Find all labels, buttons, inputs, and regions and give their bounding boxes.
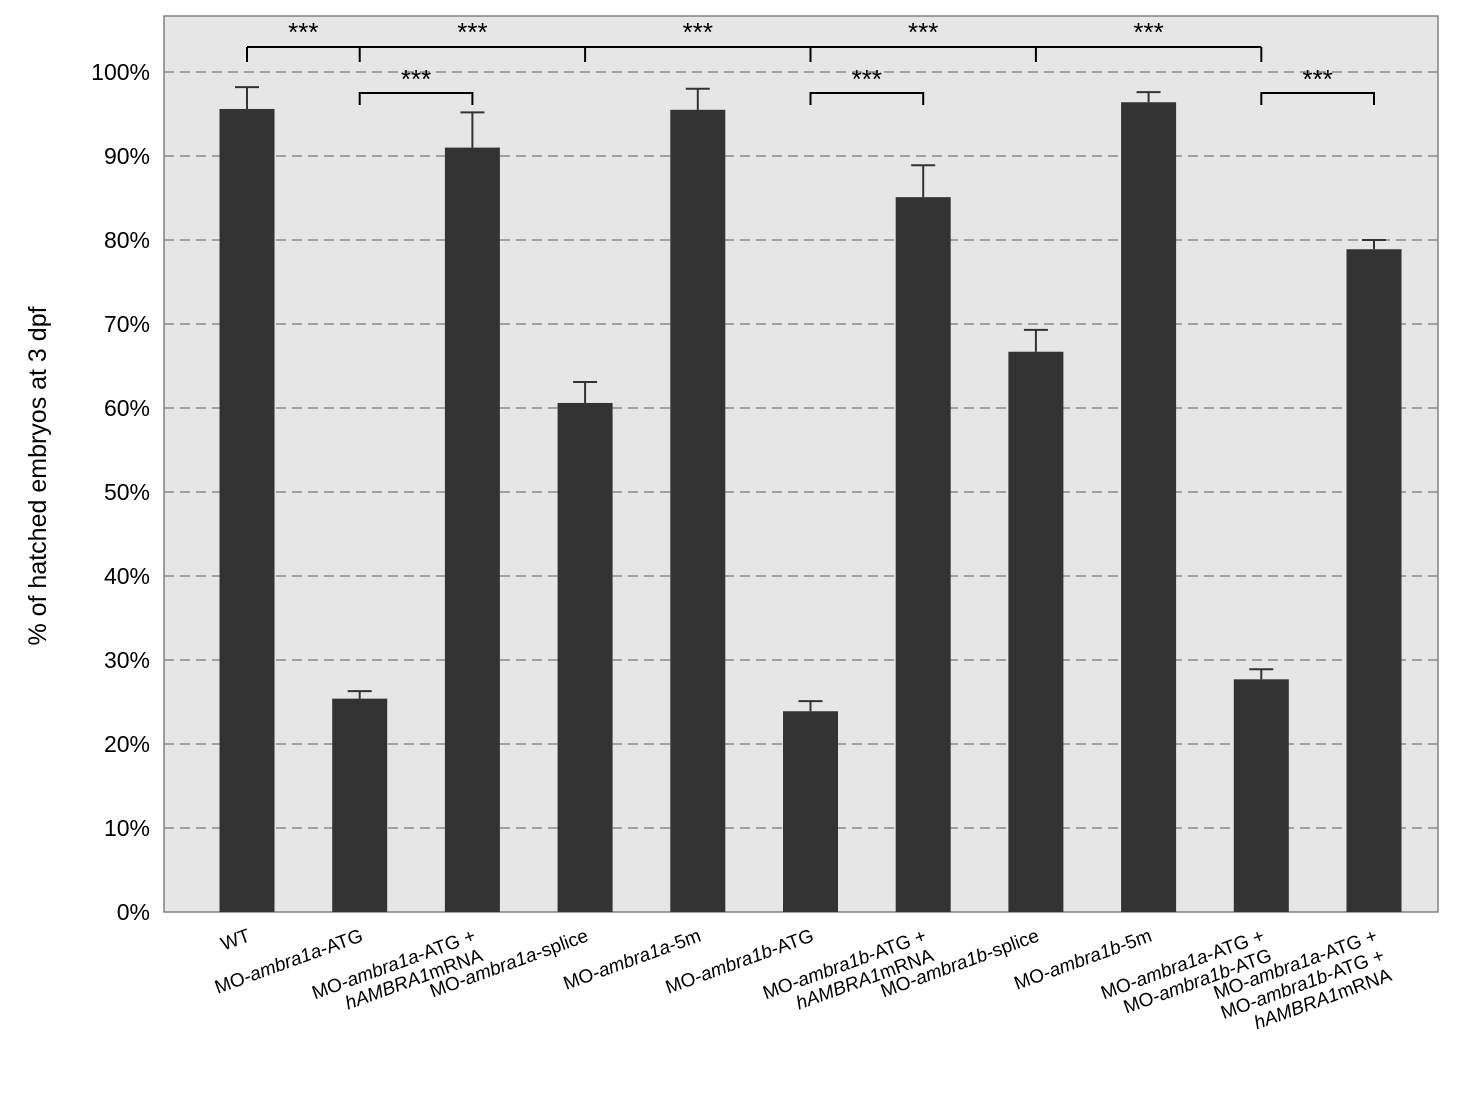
significance-label: *** [457,17,487,47]
y-axis-label: % of hatched embryos at 3 dpf [24,306,52,645]
y-tick-label: 100% [91,59,150,85]
significance-label: *** [683,17,713,47]
bar [557,402,613,912]
y-tick-label: 90% [104,143,150,169]
bar [895,197,951,912]
significance-annotations: *** *** *** *** *** *** *** *** [246,17,1375,105]
y-tick-label: 10% [104,815,150,841]
significance-label: *** [1302,64,1332,94]
bar [1121,102,1177,913]
y-tick-label: 20% [104,731,150,757]
y-tick-label: 70% [104,311,150,337]
bar [219,108,275,912]
bar [783,711,838,912]
y-tick-label: 50% [104,479,150,505]
significance-label: *** [852,64,882,94]
significance-bracket [358,92,474,105]
y-tick-label: 60% [104,395,150,421]
significance-bracket [1260,92,1375,105]
bar [1008,351,1064,913]
significance-label: *** [908,17,938,47]
significance-label: *** [1133,17,1163,47]
x-tick-label: WT [218,925,253,955]
x-tick-label: MO-ambra1b-ATG +hAMBRA1mRNA [760,925,937,1024]
error-bars [235,86,1386,712]
bars [219,102,1402,913]
bar [1233,679,1289,912]
bar [444,147,500,913]
significance-label: *** [288,17,318,47]
y-axis-ticks: 0% 10% 20% 30% 40% 50% 60% 70% 80% 90% 100% [91,59,150,925]
bar [332,698,388,912]
significance-bracket [809,92,925,105]
y-tick-label: 80% [104,227,150,253]
bar [1346,249,1402,913]
y-tick-label: 40% [104,563,150,589]
y-tick-label: 0% [117,899,150,925]
y-tick-label: 30% [104,647,150,673]
significance-label: *** [401,64,431,94]
bar [670,109,726,913]
